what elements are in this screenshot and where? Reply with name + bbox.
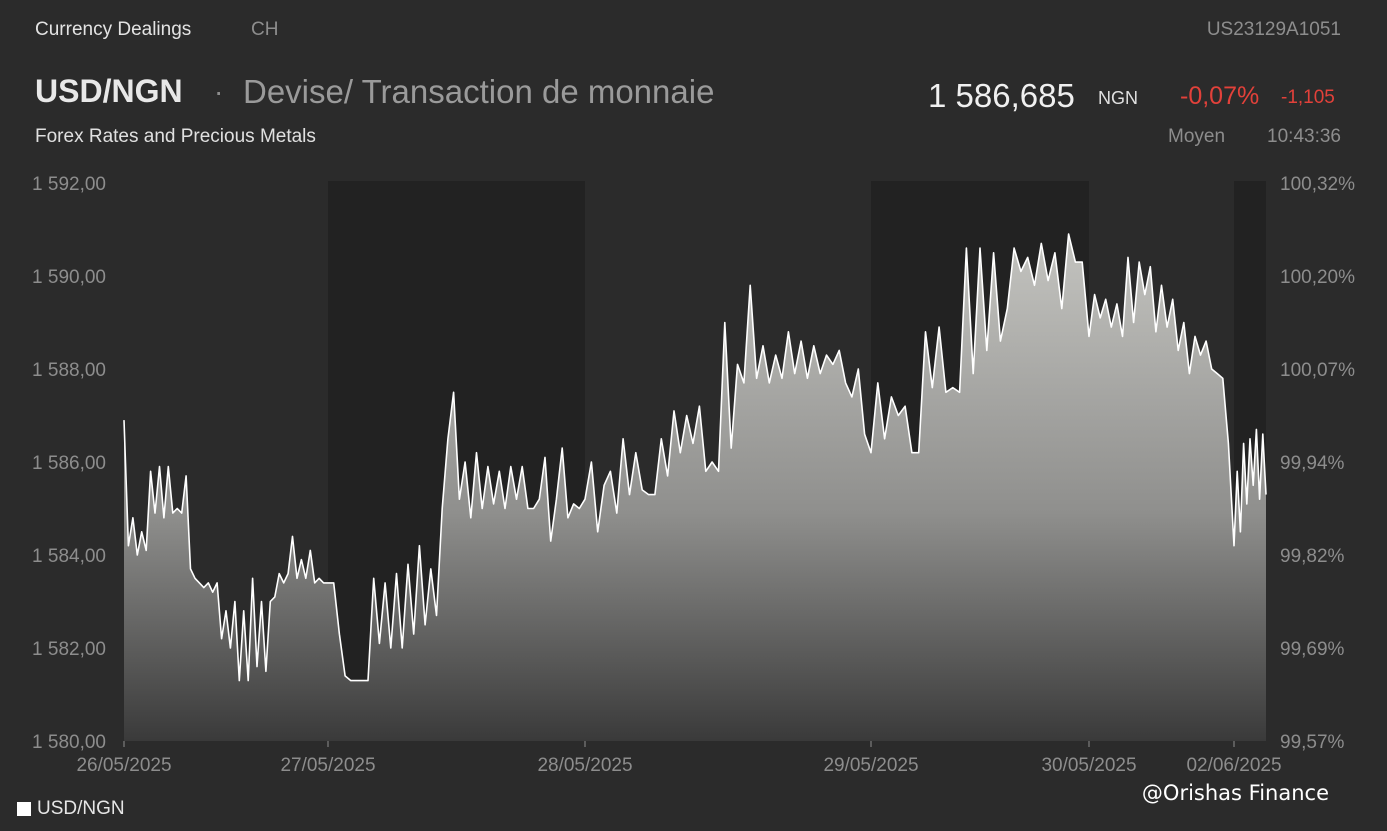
instrument-description: Devise/ Transaction de monnaie xyxy=(243,73,715,110)
y-tick-right: 100,32% xyxy=(1280,174,1355,195)
source-label: Currency Dealings xyxy=(35,19,192,40)
x-tick-label: 26/05/2025 xyxy=(76,755,171,776)
legend-swatch xyxy=(17,802,31,816)
series-area-usd-ngn xyxy=(124,234,1266,741)
y-tick-left: 1 580,00 xyxy=(32,732,106,753)
quote-time: 10:43:36 xyxy=(1267,126,1341,147)
x-tick-label: 29/05/2025 xyxy=(823,755,918,776)
exchange-label: CH xyxy=(251,19,279,40)
y-tick-right: 100,07% xyxy=(1280,360,1355,381)
y-tick-right: 99,94% xyxy=(1280,453,1345,474)
price-type: Moyen xyxy=(1168,126,1226,147)
watermark: @Orishas Finance xyxy=(1141,781,1329,805)
price-currency: NGN xyxy=(1098,88,1138,108)
market-subtitle: Forex Rates and Precious Metals xyxy=(35,126,316,147)
y-tick-right: 99,69% xyxy=(1280,639,1345,660)
isin-label: US23129A1051 xyxy=(1206,19,1341,40)
x-tick-label: 27/05/2025 xyxy=(280,755,375,776)
legend-label: USD/NGN xyxy=(37,798,125,819)
x-tick-label: 28/05/2025 xyxy=(537,755,632,776)
y-tick-left: 1 592,00 xyxy=(32,174,106,195)
y-tick-right: 99,82% xyxy=(1280,546,1345,567)
y-tick-right: 99,57% xyxy=(1280,732,1345,753)
x-tick-label: 02/06/2025 xyxy=(1186,755,1281,776)
series-line-usd-ngn[interactable] xyxy=(123,233,1267,682)
y-tick-left: 1 588,00 xyxy=(32,360,106,381)
last-price: 1 586,685 xyxy=(928,77,1075,114)
title-separator: · xyxy=(214,76,224,107)
y-tick-left: 1 590,00 xyxy=(32,267,106,288)
instrument-title: USD/NGN xyxy=(35,73,183,109)
y-tick-right: 100,20% xyxy=(1280,267,1355,288)
x-tick-label: 30/05/2025 xyxy=(1041,755,1136,776)
y-tick-left: 1 586,00 xyxy=(32,453,106,474)
chart-legend[interactable]: USD/NGN xyxy=(17,798,125,820)
y-tick-left: 1 584,00 xyxy=(32,546,106,567)
change-absolute: -1,105 xyxy=(1281,87,1335,108)
y-tick-left: 1 582,00 xyxy=(32,639,106,660)
change-percent: -0,07% xyxy=(1180,82,1260,110)
